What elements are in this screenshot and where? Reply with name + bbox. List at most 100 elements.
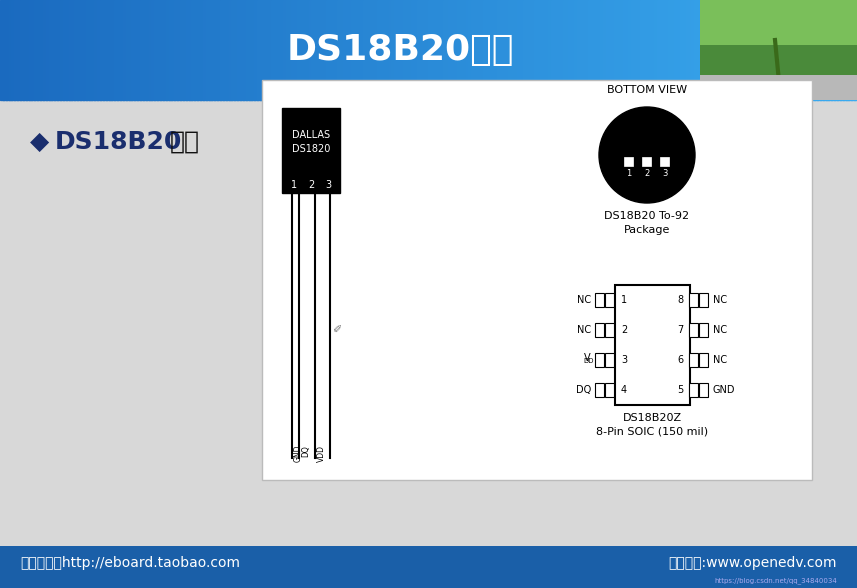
Bar [371, 0, 375, 100]
Bar [88, 0, 93, 100]
Bar [357, 0, 361, 100]
Bar [94, 0, 99, 100]
Text: ◆: ◆ [30, 130, 49, 154]
Bar [517, 0, 521, 100]
Bar [834, 0, 838, 100]
Bar [763, 0, 767, 100]
Bar [840, 0, 844, 100]
Bar [43, 0, 47, 100]
Bar [212, 0, 215, 100]
Bar [817, 0, 821, 100]
Bar [123, 0, 127, 100]
Bar [605, 323, 614, 337]
Bar [580, 0, 584, 100]
Bar [500, 0, 504, 100]
Bar [143, 0, 147, 100]
Bar [760, 0, 764, 100]
Text: DQ: DQ [301, 445, 310, 457]
Bar [711, 0, 716, 100]
Text: NC: NC [577, 325, 591, 335]
Bar [606, 0, 609, 100]
Bar [585, 0, 590, 100]
Bar [69, 0, 73, 100]
Bar [583, 0, 587, 100]
Bar [120, 0, 124, 100]
Bar [343, 0, 347, 100]
Bar [774, 0, 778, 100]
Bar [37, 0, 41, 100]
Bar [294, 0, 298, 100]
Bar [71, 0, 75, 100]
Bar [443, 0, 446, 100]
Bar [49, 0, 52, 100]
Bar [617, 0, 621, 100]
Bar [643, 0, 647, 100]
Bar [260, 0, 264, 100]
Bar [605, 293, 614, 307]
Bar [474, 0, 478, 100]
Bar [431, 0, 435, 100]
Bar [403, 0, 407, 100]
Text: 1: 1 [291, 180, 297, 190]
Bar [283, 0, 287, 100]
Bar [174, 0, 178, 100]
Bar [189, 0, 193, 100]
Bar [572, 0, 575, 100]
Bar [748, 0, 752, 100]
Bar [354, 0, 358, 100]
Bar [6, 0, 9, 100]
Bar [0, 546, 857, 588]
Bar [452, 0, 455, 100]
Bar [668, 0, 673, 100]
Bar [546, 0, 549, 100]
Bar [700, 0, 857, 45]
Bar [797, 0, 801, 100]
Text: GND: GND [713, 385, 735, 395]
Text: DQ: DQ [576, 385, 591, 395]
Circle shape [599, 107, 695, 203]
Bar [0, 0, 4, 100]
Bar [229, 0, 232, 100]
Bar [148, 0, 153, 100]
Bar [842, 0, 847, 100]
Bar [255, 0, 258, 100]
Bar [28, 0, 33, 100]
Bar [477, 0, 481, 100]
Bar [225, 0, 230, 100]
Bar [23, 0, 27, 100]
Bar [831, 0, 836, 100]
Bar [699, 383, 708, 397]
Bar [803, 0, 806, 100]
Bar [465, 0, 470, 100]
Bar [812, 0, 815, 100]
Bar [280, 0, 284, 100]
Bar [611, 0, 615, 100]
Bar [309, 0, 313, 100]
Bar [689, 293, 698, 307]
Bar [223, 0, 227, 100]
Bar [566, 0, 570, 100]
Bar [328, 0, 333, 100]
Bar [628, 0, 632, 100]
Bar [605, 383, 614, 397]
Bar [300, 0, 304, 100]
Bar [11, 0, 15, 100]
Bar [397, 0, 401, 100]
Bar [15, 0, 18, 100]
Bar [146, 0, 150, 100]
Bar [661, 156, 669, 165]
Bar [137, 0, 141, 100]
Bar [726, 0, 729, 100]
Bar [848, 0, 853, 100]
Bar [662, 0, 667, 100]
Text: V: V [584, 353, 591, 363]
Bar [97, 0, 101, 100]
Bar [386, 0, 390, 100]
Bar [600, 0, 604, 100]
Bar [728, 0, 733, 100]
Text: 2: 2 [308, 180, 315, 190]
Bar [699, 353, 708, 367]
Bar [740, 0, 744, 100]
Bar [266, 0, 270, 100]
Bar [262, 80, 812, 480]
